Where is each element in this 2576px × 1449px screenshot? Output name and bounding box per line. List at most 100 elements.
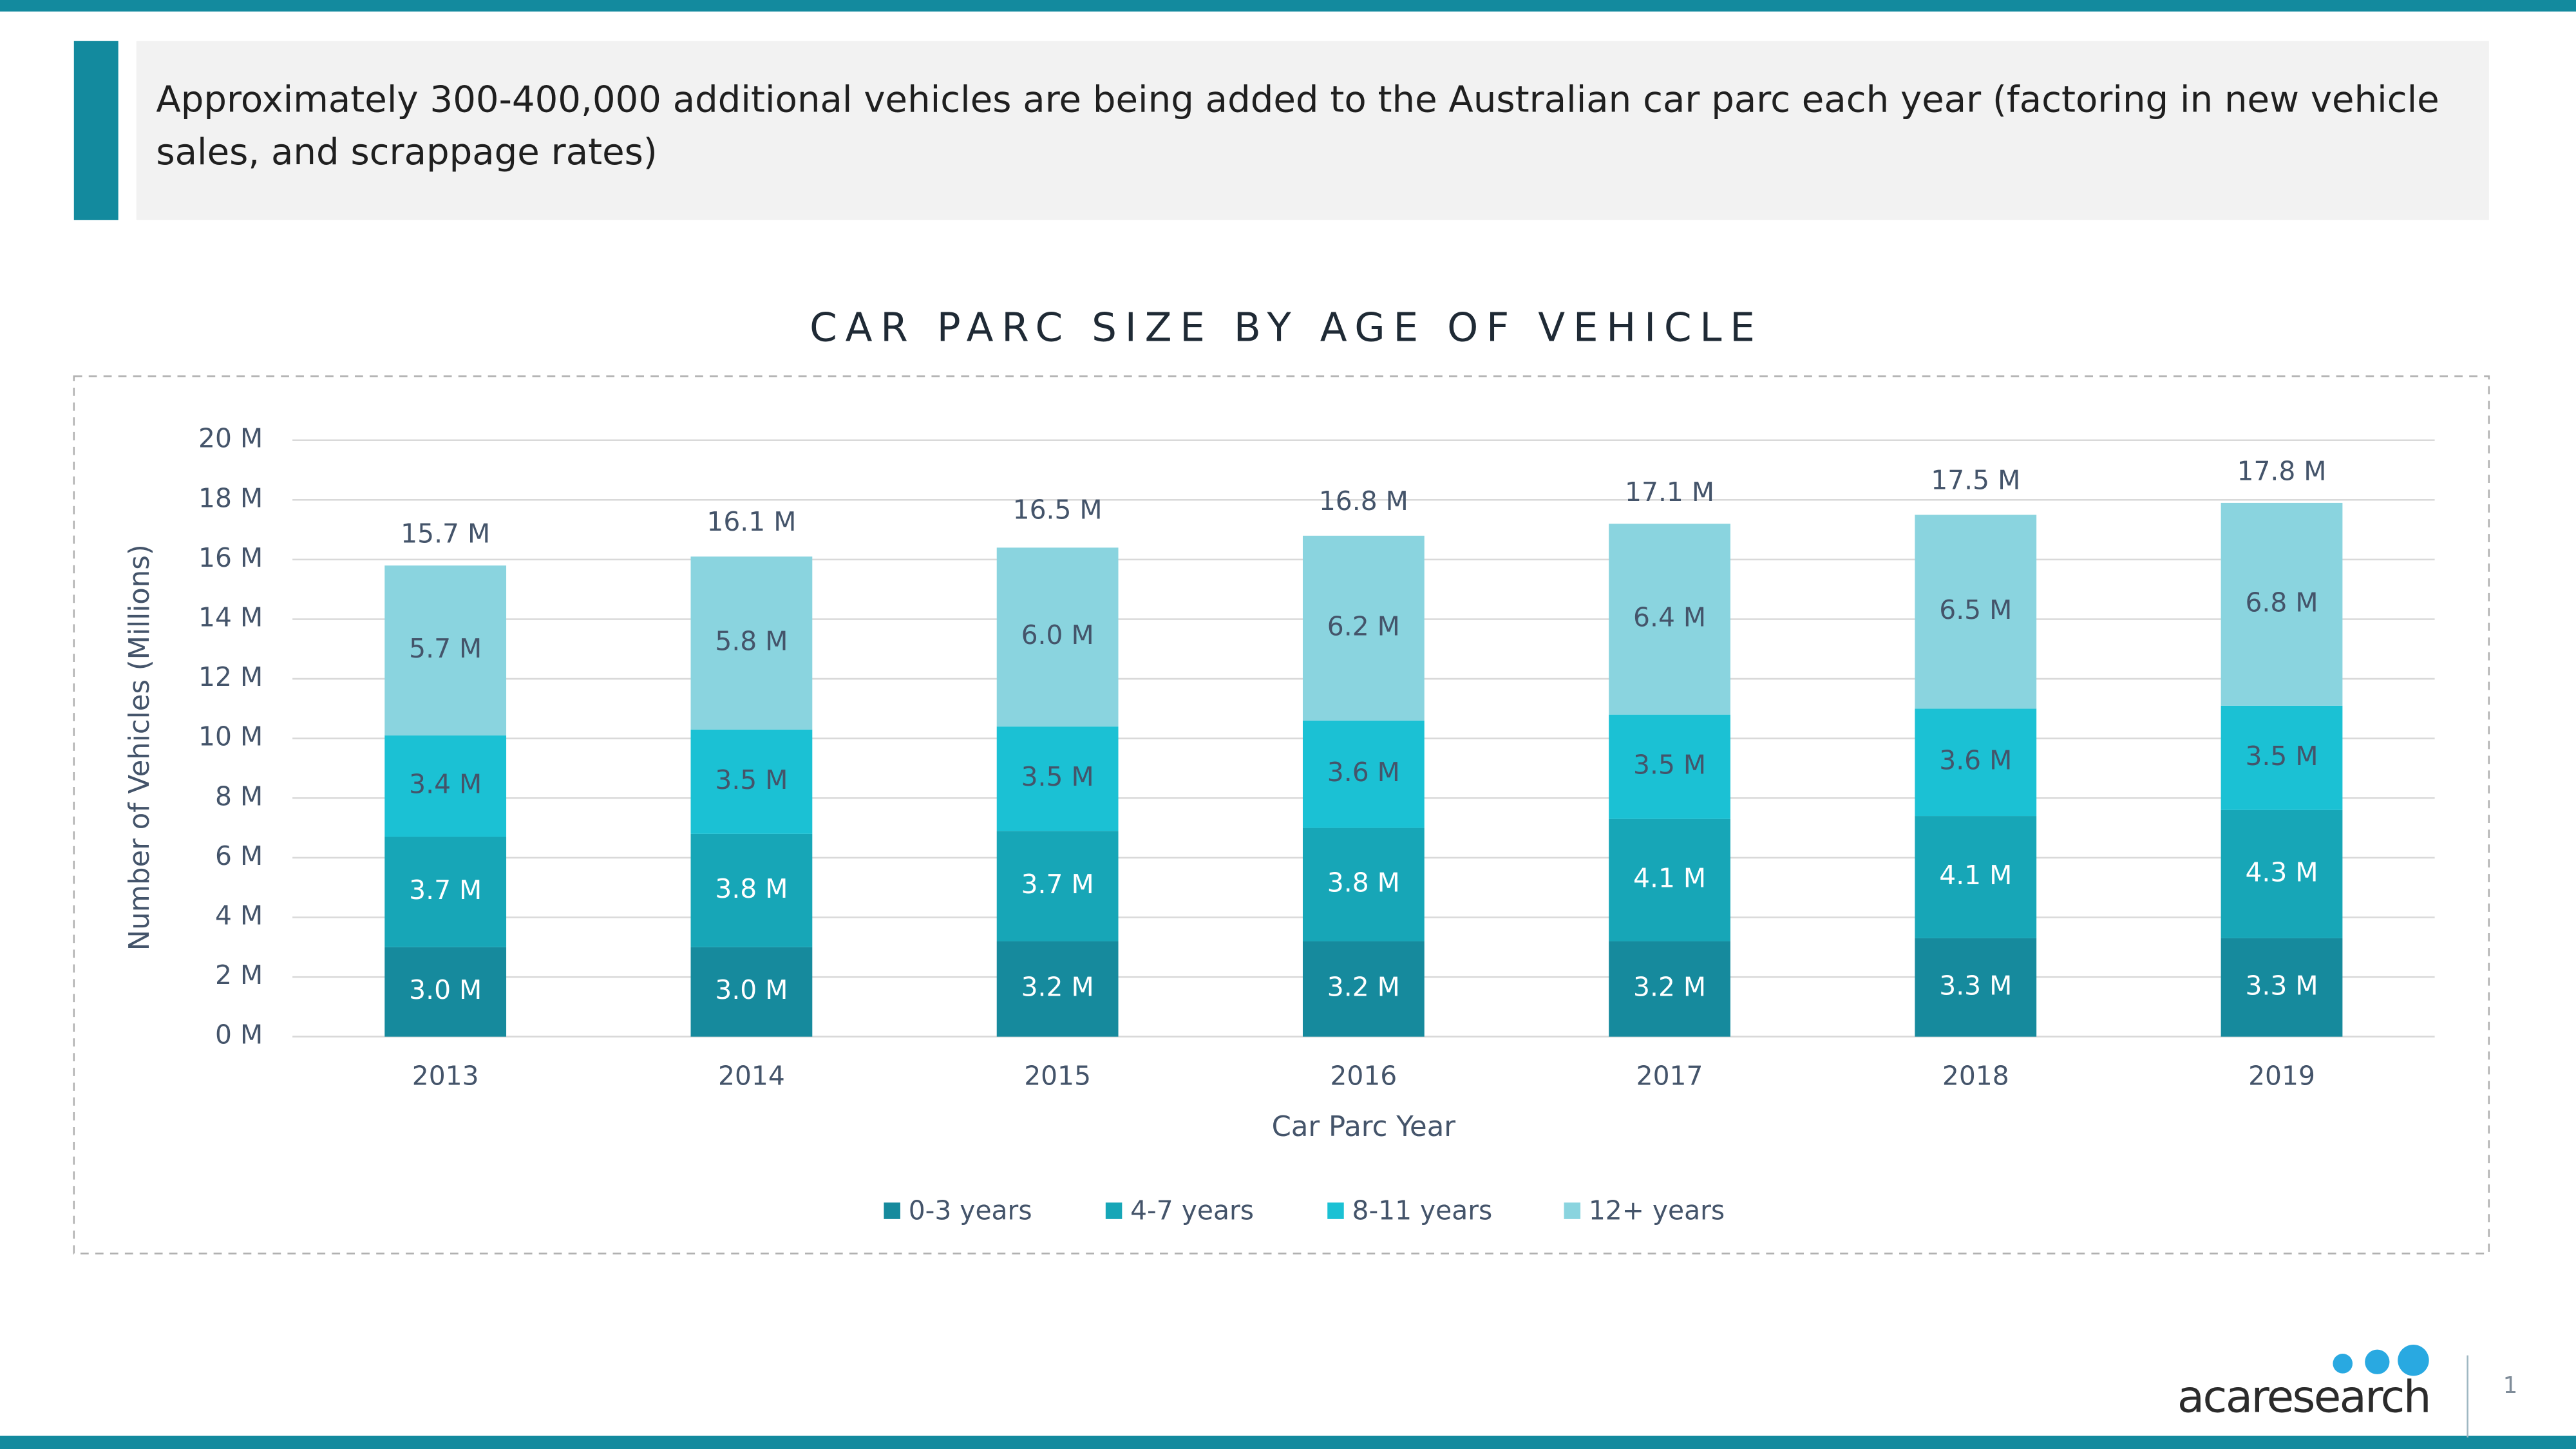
header-accent xyxy=(73,41,118,220)
value-label: 4.3 M xyxy=(2245,857,2318,887)
total-label: 16.5 M xyxy=(1013,495,1103,526)
page-number: 1 xyxy=(2503,1372,2518,1399)
legend-label: 12+ years xyxy=(1589,1195,1725,1226)
bar-segment xyxy=(1302,941,1425,1037)
value-label: 3.5 M xyxy=(2245,741,2318,772)
total-label: 16.1 M xyxy=(706,506,796,537)
bar-segment xyxy=(996,941,1119,1037)
x-tick-label: 2015 xyxy=(1024,1060,1091,1091)
value-label: 6.2 M xyxy=(1327,611,1400,641)
value-label: 5.7 M xyxy=(409,633,482,664)
bar-segment xyxy=(2221,810,2343,938)
y-tick-label: 2 M xyxy=(215,960,263,990)
header-text-box: Approximately 300-400,000 additional veh… xyxy=(156,80,2439,175)
value-label: 3.3 M xyxy=(2245,970,2318,1001)
y-axis-label: Number of Vehicles (Millions) xyxy=(124,544,156,951)
logo: acaresearch xyxy=(2177,1372,2430,1423)
x-tick-label: 2016 xyxy=(1330,1060,1397,1091)
bar-segment xyxy=(1915,816,2037,938)
value-label: 3.5 M xyxy=(715,764,788,795)
bar-segment xyxy=(996,547,1119,727)
value-label: 6.4 M xyxy=(1633,601,1706,632)
bar-segment xyxy=(1302,535,1425,721)
value-label: 3.7 M xyxy=(1021,869,1094,900)
legend-label: 4-7 years xyxy=(1130,1195,1254,1226)
value-label: 3.6 M xyxy=(1327,757,1400,788)
x-tick-label: 2018 xyxy=(1942,1060,2009,1091)
bar-segment xyxy=(1609,941,1730,1037)
bottom-bar xyxy=(0,1435,2576,1449)
bar-segment xyxy=(384,837,507,947)
x-tick-label: 2013 xyxy=(412,1060,479,1091)
bar-segment xyxy=(384,735,507,837)
bar-segment xyxy=(996,726,1119,831)
y-tick-label: 12 M xyxy=(198,661,263,692)
bar-segment xyxy=(690,947,813,1037)
bar-segment xyxy=(996,831,1119,942)
x-tick-label: 2019 xyxy=(2248,1060,2315,1091)
x-axis-label: Car Parc Year xyxy=(1272,1111,1456,1143)
bar-segment xyxy=(1302,720,1425,828)
value-label: 4.1 M xyxy=(1939,860,2012,891)
chart-title: CAR PARC SIZE BY AGE OF VEHICLE xyxy=(810,305,1763,350)
total-label: 16.8 M xyxy=(1319,486,1408,516)
y-tick-label: 10 M xyxy=(198,721,263,752)
total-label: 15.7 M xyxy=(401,518,490,549)
legend-swatch xyxy=(1105,1202,1122,1219)
bar-segment xyxy=(384,947,507,1037)
bar-segment xyxy=(690,556,813,730)
y-tick-label: 14 M xyxy=(198,601,263,632)
x-tick-label: 2014 xyxy=(718,1060,785,1091)
value-label: 3.3 M xyxy=(1939,970,2012,1001)
chart-frame xyxy=(73,375,2490,1255)
bar-segment xyxy=(2221,938,2343,1037)
bar-segment xyxy=(1915,515,2037,709)
y-tick-label: 20 M xyxy=(198,423,263,454)
value-label: 3.5 M xyxy=(1633,750,1706,781)
legend-swatch xyxy=(884,1202,900,1219)
header-text: Approximately 300-400,000 additional veh… xyxy=(156,80,2439,175)
y-tick-label: 18 M xyxy=(198,482,263,513)
bar-segment xyxy=(1915,938,2037,1037)
value-label: 3.2 M xyxy=(1327,972,1400,1003)
logo-dot xyxy=(2333,1354,2353,1374)
bar-segment xyxy=(1609,714,1730,819)
total-label: 17.8 M xyxy=(2237,456,2326,487)
header-box xyxy=(136,41,2489,220)
y-tick-label: 16 M xyxy=(198,542,263,573)
bar-segment xyxy=(690,729,813,834)
logo-dot xyxy=(2365,1349,2390,1374)
value-label: 3.8 M xyxy=(1327,867,1400,898)
value-label: 3.2 M xyxy=(1021,972,1094,1003)
legend-label: 8-11 years xyxy=(1352,1195,1492,1226)
y-tick-label: 4 M xyxy=(215,900,263,931)
value-label: 3.5 M xyxy=(1021,761,1094,792)
bar-segment xyxy=(690,833,813,947)
value-label: 6.0 M xyxy=(1021,620,1094,650)
value-label: 3.0 M xyxy=(715,974,788,1005)
bar-segment xyxy=(1302,828,1425,942)
bar-segment xyxy=(2221,705,2343,810)
legend-swatch xyxy=(1327,1202,1344,1219)
bar-segment xyxy=(1609,524,1730,715)
y-tick-label: 6 M xyxy=(215,840,263,871)
legend-swatch xyxy=(1564,1202,1581,1219)
bar-segment xyxy=(1915,708,2037,817)
value-label: 4.1 M xyxy=(1633,863,1706,894)
value-label: 6.5 M xyxy=(1939,594,2012,625)
bar-segment xyxy=(384,565,507,736)
value-label: 3.2 M xyxy=(1633,972,1706,1003)
bar-segment xyxy=(1609,819,1730,942)
value-label: 6.8 M xyxy=(2245,587,2318,618)
value-label: 3.7 M xyxy=(409,875,482,905)
value-label: 3.8 M xyxy=(715,873,788,904)
top-bar xyxy=(0,0,2576,12)
value-label: 3.0 M xyxy=(409,974,482,1005)
y-tick-label: 8 M xyxy=(215,781,263,811)
total-label: 17.5 M xyxy=(1931,464,2020,495)
x-tick-label: 2017 xyxy=(1636,1060,1703,1091)
logo-dot xyxy=(2398,1345,2429,1376)
value-label: 3.6 M xyxy=(1939,745,2012,776)
